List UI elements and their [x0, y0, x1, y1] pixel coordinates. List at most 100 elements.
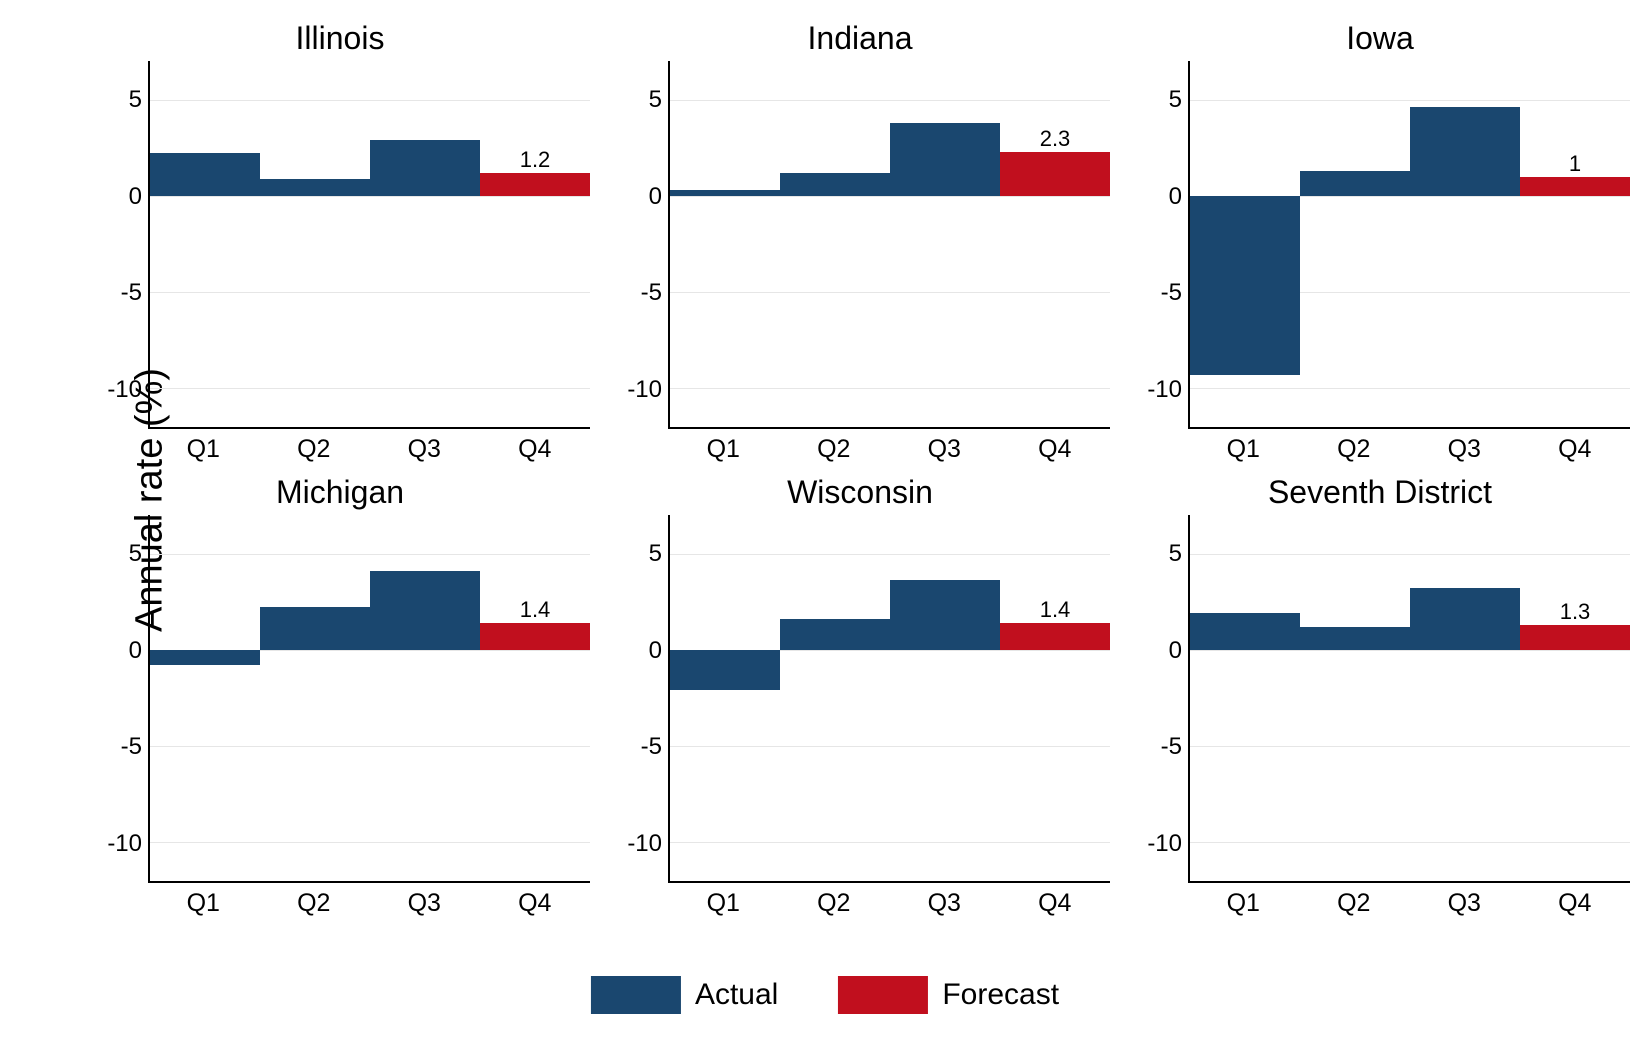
bar-rect — [670, 650, 780, 690]
plot-wrap: -10-505 1.4 — [90, 515, 590, 883]
ytick: -10 — [107, 376, 142, 404]
legend-item: Forecast — [838, 976, 1059, 1014]
bar-rect — [1000, 152, 1110, 196]
panel: Illinois -10-5051.2Q1Q2Q3Q4 — [90, 20, 590, 466]
ytick: 5 — [129, 540, 142, 568]
bar: 1.4 — [480, 515, 590, 881]
xtick: Q3 — [889, 429, 1000, 465]
xtick: Q2 — [259, 429, 370, 465]
xtick: Q1 — [1188, 429, 1299, 465]
xtick: Q2 — [1299, 883, 1410, 919]
bars: 1.3 — [1190, 515, 1630, 881]
bar — [1300, 515, 1410, 881]
xtick: Q3 — [369, 883, 480, 919]
bar-rect — [890, 123, 1000, 196]
panel-title: Wisconsin — [610, 474, 1110, 511]
bar-rect — [480, 623, 590, 650]
bar — [370, 61, 480, 427]
xaxis: Q1Q2Q3Q4 — [1188, 429, 1630, 465]
panel: Michigan -10-505 1.4Q1Q2Q3Q4 — [90, 474, 590, 920]
xtick: Q4 — [480, 883, 591, 919]
bar — [1300, 61, 1410, 427]
bar-rect — [1520, 177, 1630, 196]
bar: 2.3 — [1000, 61, 1110, 427]
xtick: Q4 — [1000, 429, 1111, 465]
bars: 1 — [1190, 61, 1630, 427]
plot-wrap: -10-5051.2 — [90, 61, 590, 429]
ytick: -5 — [1161, 733, 1182, 761]
panel: Seventh District-10-5051.3Q1Q2Q3Q4 — [1130, 474, 1630, 920]
plot-wrap: -10-5052.3 — [610, 61, 1110, 429]
panel-title: Illinois — [90, 20, 590, 57]
ytick: 0 — [649, 637, 662, 665]
ytick: -10 — [1147, 376, 1182, 404]
xtick: Q1 — [148, 429, 259, 465]
panel: Wisconsin-10-5051.4Q1Q2Q3Q4 — [610, 474, 1110, 920]
bar-rect — [1300, 627, 1410, 650]
bar — [780, 61, 890, 427]
ytick: 5 — [649, 86, 662, 114]
bar — [670, 515, 780, 881]
xtick: Q3 — [369, 429, 480, 465]
xtick: Q4 — [1000, 883, 1111, 919]
plot-wrap: -10 -5 0 5 1 — [1130, 61, 1630, 429]
plot-wrap: -10-5051.3 — [1130, 515, 1630, 883]
panel-title: Iowa — [1130, 20, 1630, 57]
bar — [150, 515, 260, 881]
bar — [260, 515, 370, 881]
bar — [260, 61, 370, 427]
bar-rect — [260, 179, 370, 196]
bars: 1.4 — [150, 515, 590, 881]
ytick: -5 — [1161, 279, 1182, 307]
bar-rect — [150, 153, 260, 195]
bar-rect — [1190, 613, 1300, 650]
yaxis: -10-505 — [90, 515, 148, 883]
bar — [1410, 515, 1520, 881]
legend-swatch — [591, 976, 681, 1014]
bar-rect — [890, 580, 1000, 649]
bar: 1.3 — [1520, 515, 1630, 881]
xtick: Q4 — [1520, 429, 1631, 465]
ytick: 0 — [649, 183, 662, 211]
bar — [890, 515, 1000, 881]
ytick: -10 — [1147, 830, 1182, 858]
bar-value-label: 1.4 — [1040, 597, 1071, 623]
bar-rect — [780, 173, 890, 196]
ytick: 0 — [1169, 637, 1182, 665]
xtick: Q3 — [1409, 883, 1520, 919]
xtick: Q3 — [1409, 429, 1520, 465]
ytick: -5 — [121, 733, 142, 761]
bar-value-label: 2.3 — [1040, 126, 1071, 152]
bar — [780, 515, 890, 881]
bars: 2.3 — [670, 61, 1110, 427]
bars: 1.4 — [670, 515, 1110, 881]
ytick: 0 — [1169, 183, 1182, 211]
bar-rect — [1410, 588, 1520, 650]
bar-value-label: 1 — [1569, 151, 1581, 177]
xtick: Q2 — [779, 883, 890, 919]
ytick: -10 — [627, 376, 662, 404]
xtick: Q1 — [148, 883, 259, 919]
bar-rect — [480, 173, 590, 196]
panel-grid: Illinois-10-5051.2Q1Q2Q3Q4Indiana-10-505… — [90, 20, 1630, 920]
bar-rect — [1410, 107, 1520, 196]
bar — [1190, 61, 1300, 427]
xtick: Q2 — [1299, 429, 1410, 465]
xtick: Q1 — [668, 429, 779, 465]
ytick: 5 — [1169, 86, 1182, 114]
bar-rect — [1000, 623, 1110, 650]
panel: Iowa -10 -5 0 5 1 Q1Q2Q3Q4 — [1130, 20, 1630, 466]
panel-title: Michigan — [90, 474, 590, 511]
legend: Actual Forecast — [591, 976, 1059, 1014]
panel-title: Seventh District — [1130, 474, 1630, 511]
yaxis: -10-505 — [610, 515, 668, 883]
xtick: Q1 — [1188, 883, 1299, 919]
panel-title: Indiana — [610, 20, 1110, 57]
xaxis: Q1Q2Q3Q4 — [148, 883, 590, 919]
legend-swatch — [838, 976, 928, 1014]
xtick: Q1 — [668, 883, 779, 919]
ytick: 0 — [129, 183, 142, 211]
xaxis: Q1Q2Q3Q4 — [148, 429, 590, 465]
bar — [1410, 61, 1520, 427]
legend-item: Actual — [591, 976, 778, 1014]
